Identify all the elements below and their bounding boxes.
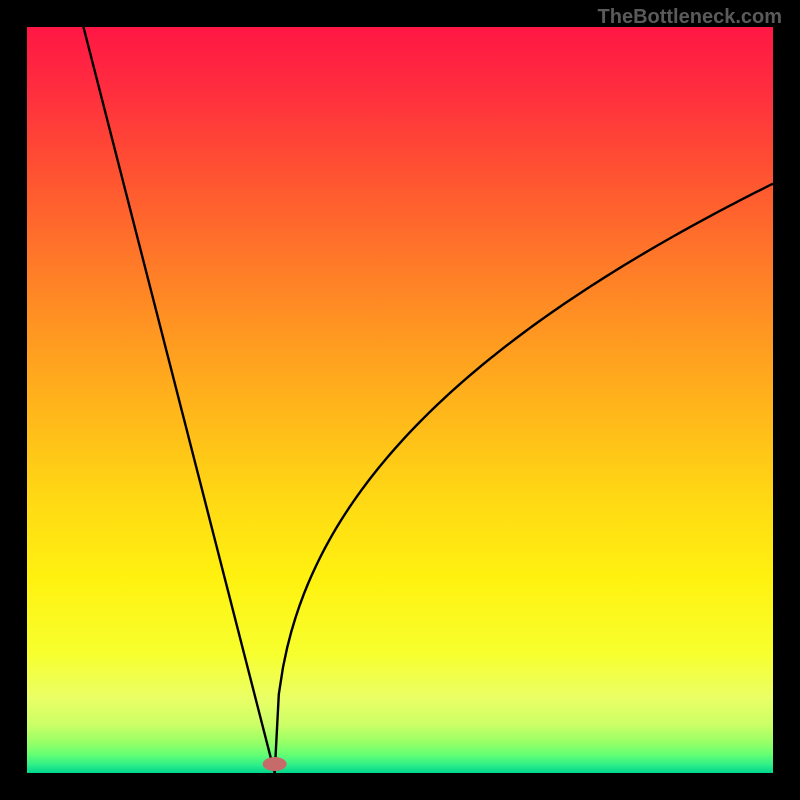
- chart-svg: [0, 0, 800, 800]
- optimal-point-marker: [263, 757, 287, 771]
- chart-plot-area: [27, 27, 773, 773]
- watermark-text: TheBottleneck.com: [598, 6, 782, 29]
- bottleneck-chart: TheBottleneck.com: [0, 0, 800, 800]
